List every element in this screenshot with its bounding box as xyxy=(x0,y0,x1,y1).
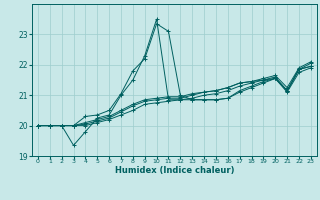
X-axis label: Humidex (Indice chaleur): Humidex (Indice chaleur) xyxy=(115,166,234,175)
